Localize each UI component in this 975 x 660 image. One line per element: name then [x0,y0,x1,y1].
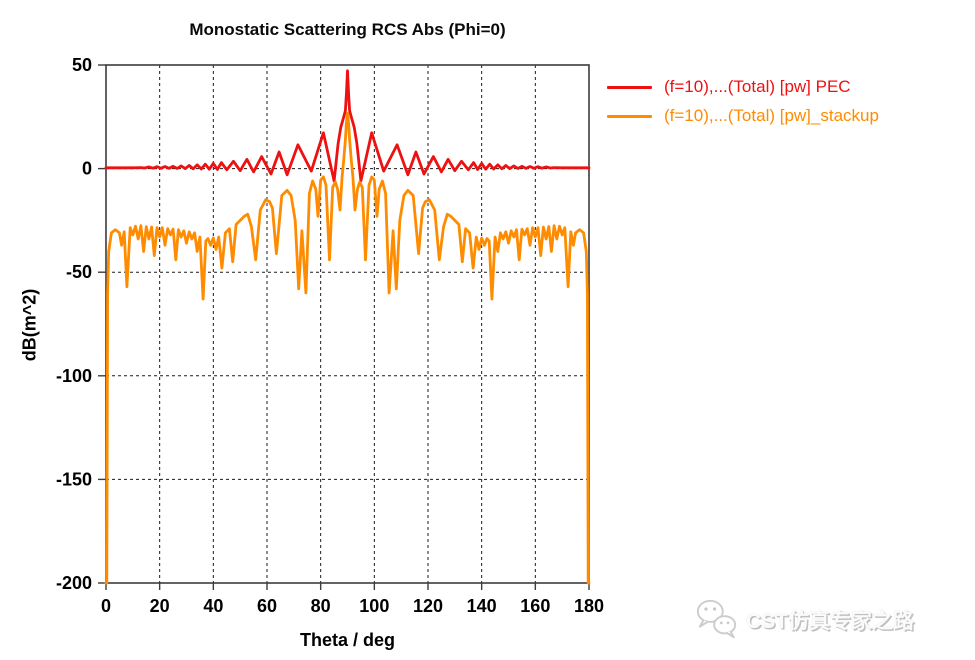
y-tick-label: -100 [56,366,92,386]
x-axis-title: Theta / deg [299,630,395,650]
y-tick-label: -150 [56,469,92,489]
legend-line-sample-stackup [607,114,652,118]
x-tick-label: 100 [359,596,389,616]
y-axis-title: dB(m^2) [19,288,40,362]
x-tick-label: 40 [203,596,223,616]
chart-title: Monostatic Scattering RCS Abs (Phi=0) [189,20,506,39]
x-tick-label: 120 [413,596,443,616]
legend-line-sample-pec [607,85,652,89]
curve-pec [104,69,591,183]
legend-label-stackup: (f=10),...(Total) [pw]_stackup [664,106,879,125]
x-tick-label: 60 [257,596,277,616]
y-tick-label: -50 [66,262,92,282]
x-tick-label: 180 [574,596,604,616]
x-tick-label: 160 [520,596,550,616]
y-tick-label: -200 [56,573,92,593]
legend-label-pec: (f=10),...(Total) [pw] PEC [664,77,851,96]
y-tick-label: 50 [72,55,92,75]
watermark-text: CST仿真专家之路 [746,610,914,633]
legend-item-pec: (f=10),...(Total) [pw] PEC [607,76,879,98]
wechat-icon [696,599,737,639]
legend: (f=10),...(Total) [pw] PEC (f=10),...(To… [607,76,879,134]
x-tick-label: 80 [311,596,331,616]
x-tick-label: 140 [467,596,497,616]
curve-stackup [104,111,591,585]
x-tick-label: 0 [101,596,111,616]
y-tick-label: 0 [82,159,92,179]
watermark: CST仿真专家之路 [694,597,914,643]
x-tick-label: 20 [150,596,170,616]
legend-item-stackup: (f=10),...(Total) [pw]_stackup [607,105,879,127]
plot-border [105,64,590,584]
